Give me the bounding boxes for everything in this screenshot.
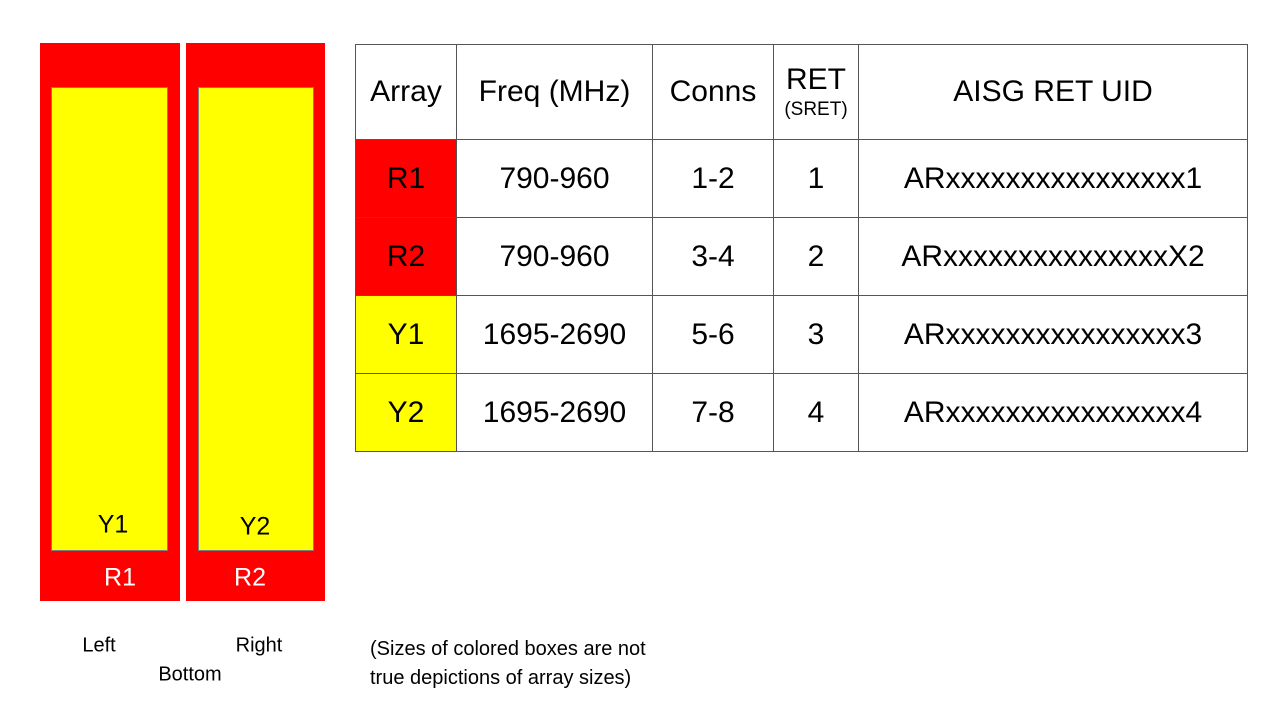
- table-row: Y2 1695-2690 7-8 4 ARxxxxxxxxxxxxxxxx4: [355, 373, 1248, 452]
- cell-uid: ARxxxxxxxxxxxxxxxx1: [858, 139, 1248, 218]
- cell-conns: 5-6: [652, 295, 774, 374]
- cell-uid: ARxxxxxxxxxxxxxxxx3: [858, 295, 1248, 374]
- note-line-2: true depictions of array sizes): [370, 667, 632, 689]
- label-y2: Y2: [239, 512, 271, 541]
- cell-ret: 2: [773, 217, 859, 296]
- label-right: Right: [235, 634, 283, 657]
- cell-array: R2: [355, 217, 457, 296]
- cell-conns: 3-4: [652, 217, 774, 296]
- header-ret-sub: (SRET): [784, 99, 848, 120]
- table-row: R1 790-960 1-2 1 ARxxxxxxxxxxxxxxxx1: [355, 139, 1248, 218]
- cell-freq: 790-960: [456, 217, 653, 296]
- label-r2: R2: [234, 563, 266, 592]
- cell-array: Y2: [355, 373, 457, 452]
- array-y2-box: [198, 87, 314, 551]
- array-y1-box: [51, 87, 168, 551]
- header-ret-label: RET: [786, 63, 846, 96]
- size-note: (Sizes of colored boxes are not true dep…: [370, 635, 646, 693]
- cell-ret: 4: [773, 373, 859, 452]
- cell-freq: 790-960: [456, 139, 653, 218]
- header-uid: AISG RET UID: [858, 44, 1248, 140]
- note-line-1: (Sizes of colored boxes are not: [370, 638, 646, 660]
- cell-freq: 1695-2690: [456, 373, 653, 452]
- cell-freq: 1695-2690: [456, 295, 653, 374]
- cell-conns: 7-8: [652, 373, 774, 452]
- cell-ret: 1: [773, 139, 859, 218]
- cell-uid: ARxxxxxxxxxxxxxxxX2: [858, 217, 1248, 296]
- cell-array: R1: [355, 139, 457, 218]
- label-r1: R1: [104, 563, 136, 592]
- header-freq: Freq (MHz): [456, 44, 653, 140]
- array-table: Array Freq (MHz) Conns RET (SRET) AISG RE…: [355, 44, 1248, 452]
- cell-ret: 3: [773, 295, 859, 374]
- table-header: Array Freq (MHz) Conns RET (SRET) AISG RE…: [355, 44, 1248, 140]
- table-row: Y1 1695-2690 5-6 3 ARxxxxxxxxxxxxxxxx3: [355, 295, 1248, 374]
- header-conns: Conns: [652, 44, 774, 140]
- cell-uid: ARxxxxxxxxxxxxxxxx4: [858, 373, 1248, 452]
- cell-conns: 1-2: [652, 139, 774, 218]
- table-row: R2 790-960 3-4 2 ARxxxxxxxxxxxxxxxX2: [355, 217, 1248, 296]
- header-ret: RET (SRET): [773, 44, 859, 140]
- label-left: Left: [82, 634, 116, 657]
- header-array: Array: [355, 44, 457, 140]
- label-bottom: Bottom: [158, 663, 222, 686]
- label-y1: Y1: [97, 510, 129, 539]
- cell-array: Y1: [355, 295, 457, 374]
